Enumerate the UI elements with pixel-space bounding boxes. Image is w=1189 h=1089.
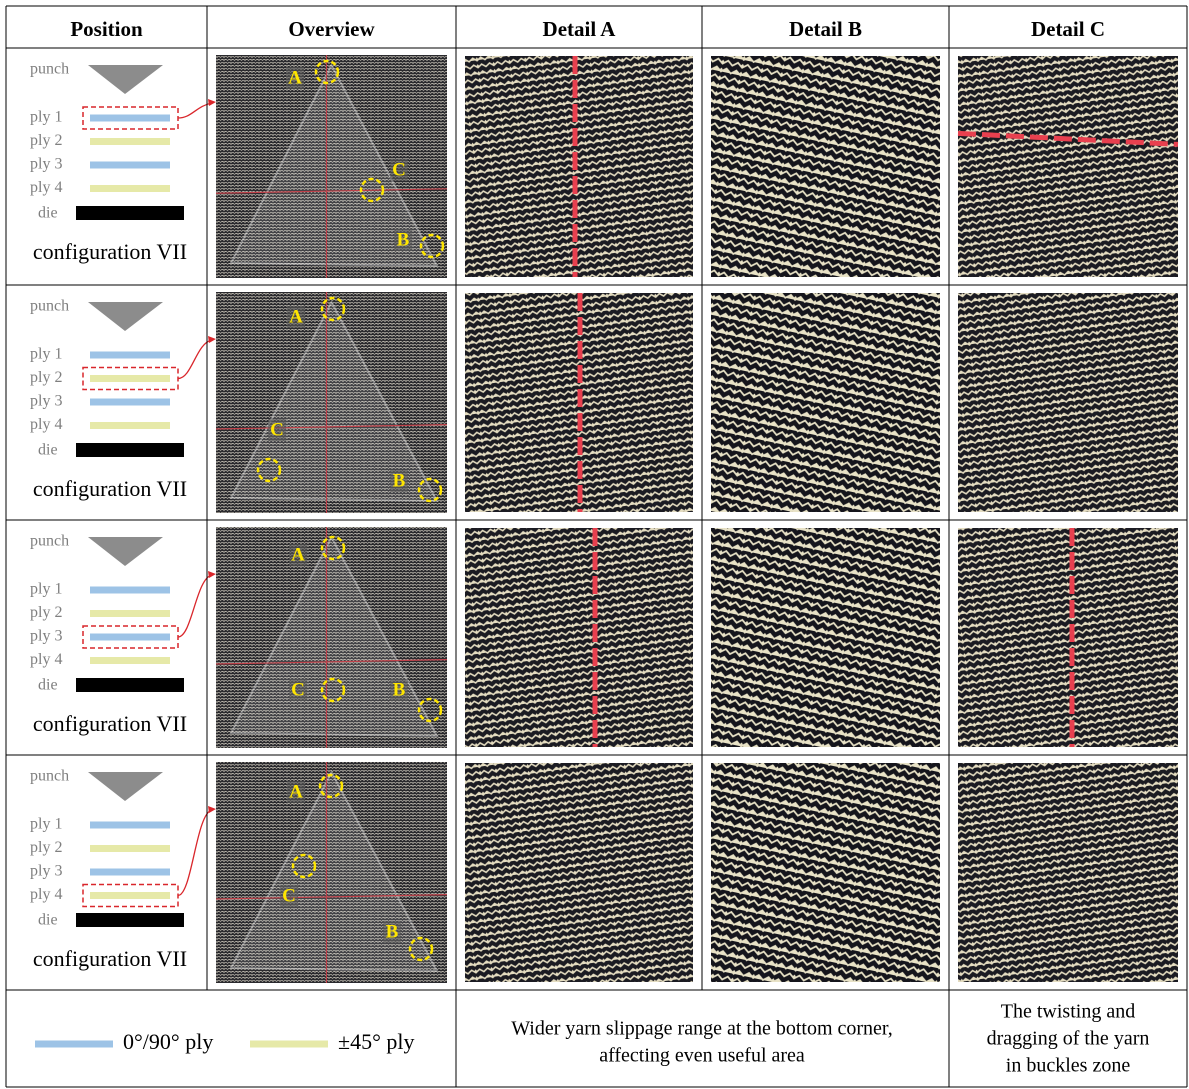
detail-image [711, 56, 940, 277]
ply-label: ply 1 [30, 346, 62, 363]
legend-label: 0°/90° ply [123, 1029, 213, 1054]
ply-label: ply 1 [30, 109, 62, 126]
column-header: Detail C [1031, 17, 1105, 41]
configuration-label: configuration VII [33, 946, 187, 971]
ply-bar [90, 138, 170, 145]
ply-label: ply 3 [30, 863, 62, 880]
detail-image [465, 528, 693, 747]
ply-label: ply 3 [30, 156, 62, 173]
die-label: die [38, 442, 58, 459]
arrow-head [208, 336, 216, 343]
detail-image [711, 763, 940, 982]
ply-label: ply 2 [30, 369, 62, 386]
note-text: affecting even useful area [599, 1045, 805, 1067]
marker-label: A [291, 544, 305, 565]
ply-bar [90, 634, 170, 641]
punch-label: punch [30, 61, 69, 78]
detail-image [465, 763, 693, 982]
detail-image [465, 56, 693, 277]
note-text: Wider yarn slippage range at the bottom … [511, 1018, 893, 1040]
ply-bar [90, 185, 170, 192]
ply-bar [90, 657, 170, 664]
marker-label: C [282, 885, 296, 906]
ply-label: ply 4 [30, 651, 62, 668]
arrow-head [208, 806, 216, 813]
die-label: die [38, 205, 58, 222]
marker-label: A [288, 67, 302, 88]
marker-label: A [289, 781, 303, 802]
ply-bar [90, 162, 170, 169]
arrow-head [208, 99, 216, 106]
detail-image [711, 293, 940, 512]
ply-label: ply 3 [30, 393, 62, 410]
die-shape [76, 443, 184, 457]
die-label: die [38, 912, 58, 929]
marker-label: B [386, 921, 399, 942]
note-text: The twisting and [1001, 1001, 1135, 1023]
marker-label: C [270, 419, 284, 440]
ply-bar [90, 375, 170, 382]
ply-bar [90, 892, 170, 899]
detail-image [958, 763, 1178, 982]
ply-bar [90, 822, 170, 829]
detail-image [958, 528, 1178, 747]
marker-label: B [397, 229, 410, 250]
detail-image [711, 528, 940, 747]
die-shape [76, 913, 184, 927]
punch-shape [88, 537, 163, 566]
figure: Position Overview Detail A Detail B Detail C… [0, 0, 1189, 1089]
marker-label: C [392, 159, 406, 180]
ply-label: ply 2 [30, 132, 62, 149]
ply-label: ply 4 [30, 886, 62, 903]
ply-bar [90, 399, 170, 406]
configuration-label: configuration VII [33, 711, 187, 736]
ply-label: ply 4 [30, 179, 62, 196]
punch-label: punch [30, 298, 69, 315]
detail-image [958, 293, 1178, 512]
die-shape [76, 206, 184, 220]
column-header: Detail A [543, 17, 617, 41]
die-shape [76, 678, 184, 692]
punch-shape [88, 302, 163, 331]
ply-bar [90, 422, 170, 429]
ply-bar [90, 352, 170, 359]
column-header: Detail B [789, 17, 862, 41]
ply-label: ply 3 [30, 628, 62, 645]
ply-bar [90, 610, 170, 617]
configuration-label: configuration VII [33, 239, 187, 264]
ply-label: ply 1 [30, 581, 62, 598]
note-text: in buckles zone [1006, 1055, 1131, 1077]
punch-label: punch [30, 768, 69, 785]
ply-bar [90, 115, 170, 122]
ply-bar [90, 869, 170, 876]
column-header: Position [70, 17, 143, 41]
legend-label: ±45° ply [338, 1029, 414, 1054]
marker-label: B [393, 470, 406, 491]
ply-label: ply 2 [30, 839, 62, 856]
ply-bar [90, 587, 170, 594]
ply-label: ply 2 [30, 604, 62, 621]
ply-label: ply 4 [30, 416, 62, 433]
marker-label: B [393, 679, 406, 700]
punch-shape [88, 772, 163, 801]
column-header: Overview [288, 17, 375, 41]
legend-swatch [250, 1041, 328, 1048]
ply-bar [90, 845, 170, 852]
marker-label: C [291, 679, 305, 700]
punch-shape [88, 65, 163, 94]
note-text: dragging of the yarn [987, 1028, 1150, 1050]
arrow-head [208, 571, 216, 578]
ply-label: ply 1 [30, 816, 62, 833]
legend-swatch [35, 1041, 113, 1048]
die-label: die [38, 677, 58, 694]
punch-label: punch [30, 533, 69, 550]
marker-label: A [289, 306, 303, 327]
detail-image [958, 56, 1178, 277]
configuration-label: configuration VII [33, 476, 187, 501]
